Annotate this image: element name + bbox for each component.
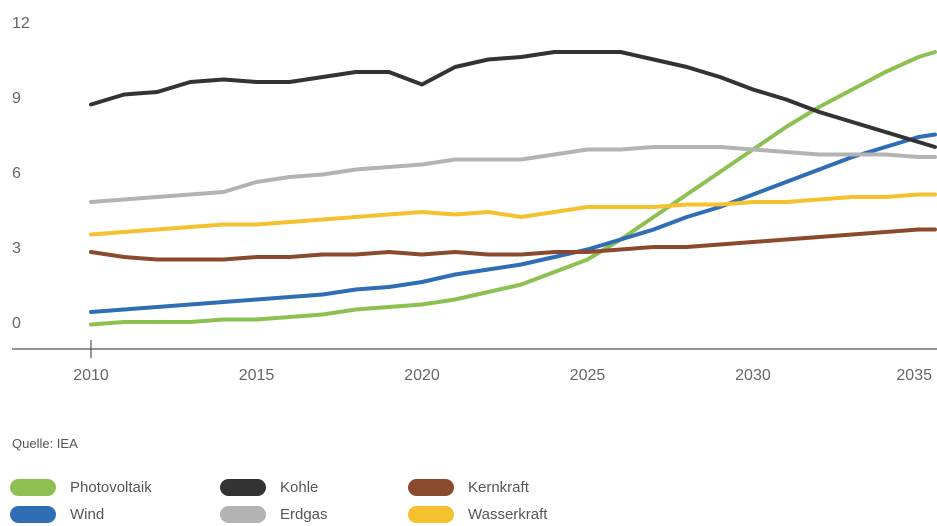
legend-swatch: [10, 478, 56, 496]
chart-legend: Photovoltaik Wind Kohle Erdgas Kernkraft…: [10, 476, 610, 526]
y-tick-label: 0: [12, 315, 21, 332]
y-axis-ticks: 0 3 6 9 12: [12, 15, 30, 332]
legend-item-erdgas: Erdgas: [220, 503, 328, 525]
y-tick-label: 9: [12, 90, 21, 107]
x-axis-ticks: 2010 2015 2020 2025 2030 2035: [73, 367, 932, 384]
series-line-photovoltaik: [89, 50, 937, 327]
series-line-kohle: [89, 50, 937, 149]
line-chart: 0 3 6 9 12 2010 2015 2020 2025 2030 2035: [12, 15, 937, 384]
legend-swatch: [408, 505, 454, 523]
legend-item-kohle: Kohle: [220, 476, 318, 498]
legend-swatch: [10, 505, 56, 523]
series-line-wasserkraft: [89, 192, 937, 237]
legend-label: Kernkraft: [468, 478, 529, 496]
legend-item-kernkraft: Kernkraft: [408, 476, 529, 498]
legend-item-wind: Wind: [10, 503, 104, 525]
x-tick-label: 2035: [896, 367, 932, 384]
legend-label: Wind: [70, 505, 105, 523]
x-tick-label: 2030: [735, 367, 771, 384]
series-line-kernkraft: [89, 227, 937, 262]
legend-label: Photovoltaik: [70, 478, 152, 496]
legend-swatch: [408, 478, 454, 496]
legend-item-photovoltaik: Photovoltaik: [10, 476, 152, 498]
x-tick-label: 2020: [404, 367, 440, 384]
legend-swatch: [220, 505, 266, 523]
x-tick-label: 2025: [570, 367, 606, 384]
legend-label: Erdgas: [280, 505, 328, 523]
source-note: Quelle: IEA: [12, 436, 78, 451]
y-tick-label: 6: [12, 165, 21, 182]
series-line-wind: [89, 132, 937, 314]
legend-label: Wasserkraft: [468, 505, 548, 523]
legend-label: Kohle: [280, 478, 319, 496]
y-tick-label: 3: [12, 240, 21, 257]
x-tick-label: 2010: [73, 367, 109, 384]
y-tick-label: 12: [12, 15, 30, 32]
x-tick-label: 2015: [239, 367, 275, 384]
legend-swatch: [220, 478, 266, 496]
chart-series: [89, 50, 937, 327]
series-line-erdgas: [89, 145, 937, 204]
legend-item-wasserkraft: Wasserkraft: [408, 503, 547, 525]
